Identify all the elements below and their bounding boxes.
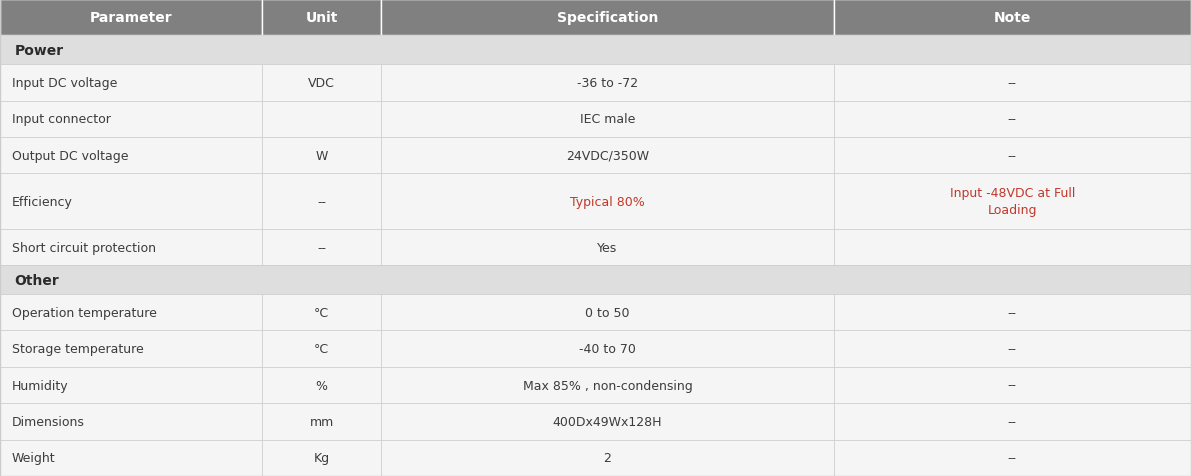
Bar [262,0,381,36]
Bar [381,229,834,266]
Bar [0,367,262,403]
Text: -36 to -72: -36 to -72 [576,77,638,89]
Text: Specification: Specification [556,11,659,25]
Text: %: % [316,379,328,392]
Bar [262,367,381,403]
Bar [834,403,1191,440]
Bar [262,65,381,101]
Text: Input connector: Input connector [12,113,111,126]
Text: --: -- [1008,306,1017,319]
Bar [0,440,262,476]
Bar [262,174,381,229]
Text: VDC: VDC [308,77,335,89]
Bar [0,294,262,331]
Text: W: W [316,149,328,162]
Text: Max 85% , non-condensing: Max 85% , non-condensing [523,379,692,392]
Text: --: -- [1008,149,1017,162]
Text: Input -48VDC at Full
Loading: Input -48VDC at Full Loading [949,187,1075,217]
Text: --: -- [317,195,326,208]
Text: Humidity: Humidity [12,379,69,392]
Text: 24VDC/350W: 24VDC/350W [566,149,649,162]
Bar [0,0,262,36]
Text: Kg: Kg [313,451,330,464]
Bar [0,331,262,367]
Text: Weight: Weight [12,451,56,464]
Bar [834,138,1191,174]
Bar [262,331,381,367]
Text: °C: °C [314,306,329,319]
Text: Storage temperature: Storage temperature [12,342,144,356]
Text: 400Dx49Wx128H: 400Dx49Wx128H [553,415,662,428]
Text: --: -- [1008,379,1017,392]
Bar [0,36,1191,65]
Bar [834,294,1191,331]
Bar [834,101,1191,138]
Bar [381,0,834,36]
Bar [834,367,1191,403]
Text: --: -- [1008,415,1017,428]
Text: Yes: Yes [597,241,618,254]
Text: Short circuit protection: Short circuit protection [12,241,156,254]
Text: Power: Power [14,44,63,58]
Bar [262,138,381,174]
Bar [262,229,381,266]
Bar [262,403,381,440]
Bar [381,367,834,403]
Bar [0,266,1191,294]
Bar [0,138,262,174]
Text: Dimensions: Dimensions [12,415,85,428]
Bar [381,294,834,331]
Text: 0 to 50: 0 to 50 [585,306,630,319]
Bar [381,440,834,476]
Bar [834,65,1191,101]
Bar [0,65,262,101]
Text: 2: 2 [604,451,611,464]
Bar [381,101,834,138]
Text: --: -- [1008,451,1017,464]
Bar [834,331,1191,367]
Bar [262,440,381,476]
Bar [0,174,262,229]
Text: --: -- [317,241,326,254]
Text: -40 to 70: -40 to 70 [579,342,636,356]
Bar [0,229,262,266]
Bar [0,403,262,440]
Bar [381,331,834,367]
Bar [834,440,1191,476]
Text: --: -- [1008,77,1017,89]
Text: °C: °C [314,342,329,356]
Text: --: -- [1008,113,1017,126]
Text: Operation temperature: Operation temperature [12,306,157,319]
Text: mm: mm [310,415,333,428]
Text: Parameter: Parameter [89,11,173,25]
Bar [834,174,1191,229]
Text: Efficiency: Efficiency [12,195,73,208]
Text: Other: Other [14,273,60,287]
Text: Note: Note [993,11,1031,25]
Bar [262,294,381,331]
Text: Input DC voltage: Input DC voltage [12,77,117,89]
Text: Output DC voltage: Output DC voltage [12,149,129,162]
Bar [381,403,834,440]
Bar [381,65,834,101]
Text: Unit: Unit [305,11,338,25]
Bar [381,174,834,229]
Text: Typical 80%: Typical 80% [570,195,644,208]
Bar [0,101,262,138]
Bar [834,229,1191,266]
Bar [262,101,381,138]
Text: IEC male: IEC male [580,113,635,126]
Bar [834,0,1191,36]
Text: --: -- [1008,342,1017,356]
Bar [381,138,834,174]
